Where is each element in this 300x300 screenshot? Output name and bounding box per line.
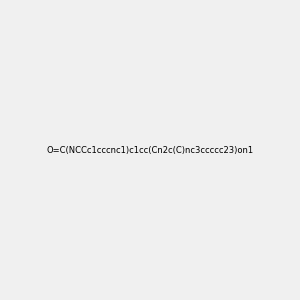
Text: O=C(NCCc1cccnc1)c1cc(Cn2c(C)nc3ccccc23)on1: O=C(NCCc1cccnc1)c1cc(Cn2c(C)nc3ccccc23)o… [46, 146, 253, 154]
